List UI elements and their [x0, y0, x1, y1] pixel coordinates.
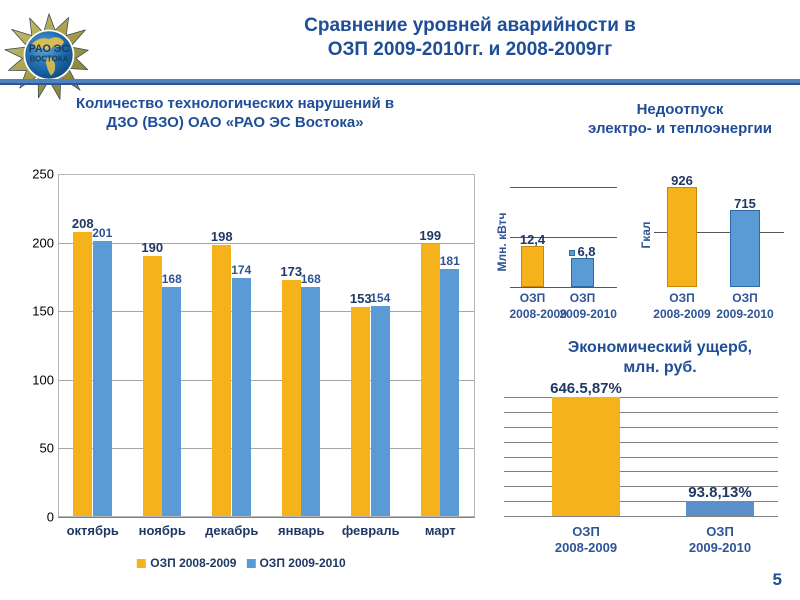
- svg-text:ВОСТОКА: ВОСТОКА: [30, 55, 69, 64]
- svg-text:РАО ЭС: РАО ЭС: [29, 43, 70, 55]
